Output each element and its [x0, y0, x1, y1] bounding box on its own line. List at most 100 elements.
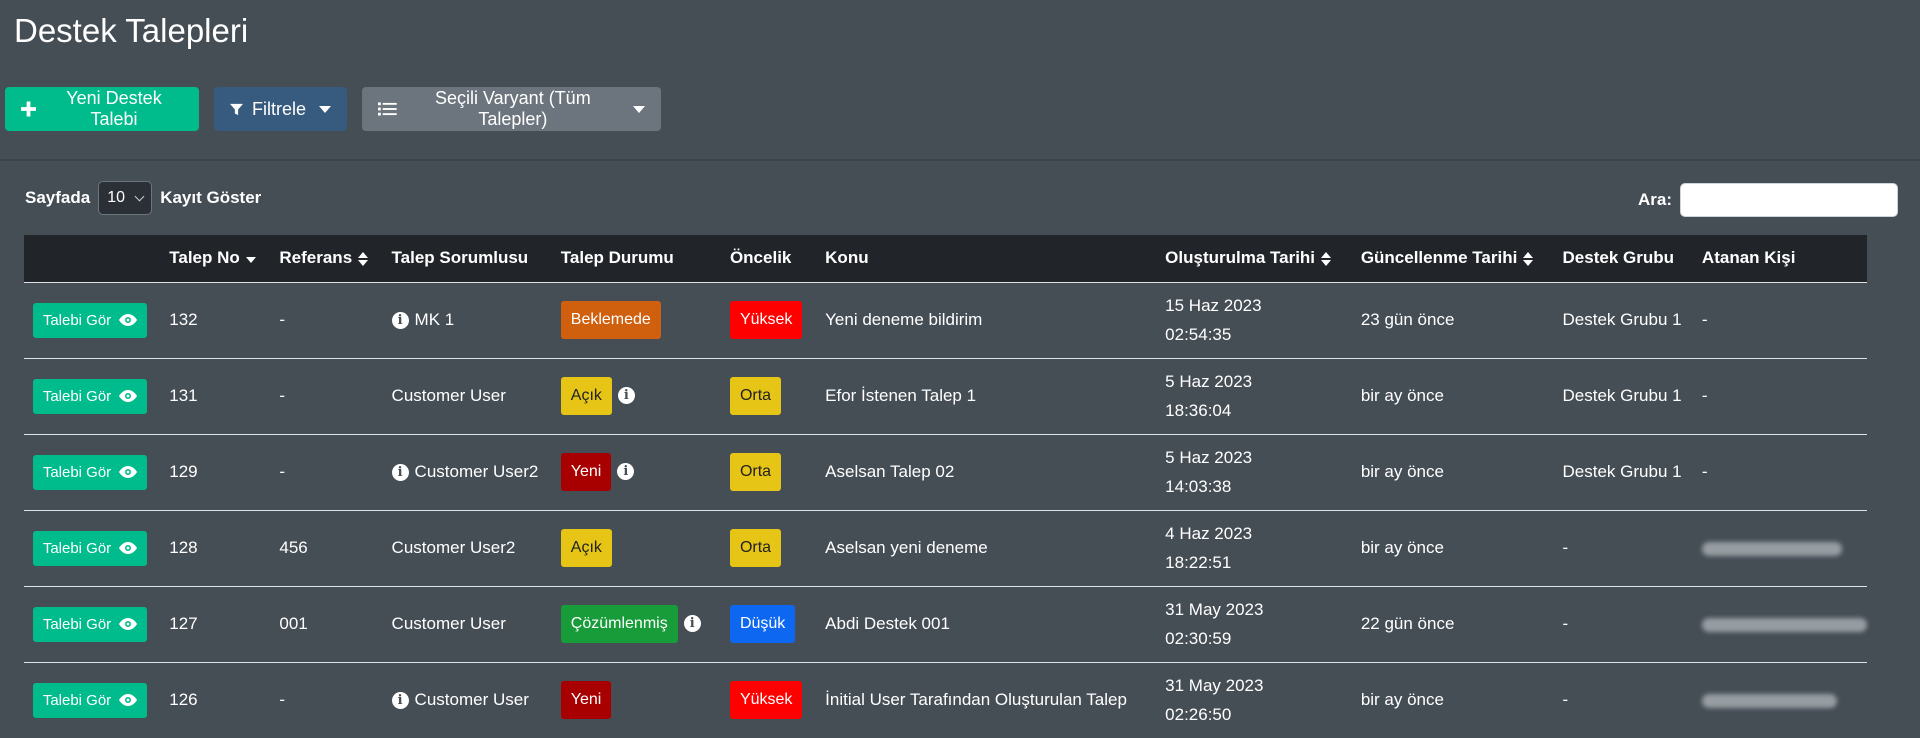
created-date: 5 Haz 2023	[1165, 372, 1253, 391]
subject: Aselsan yeni deneme	[825, 509, 1166, 586]
reference: -	[279, 357, 392, 434]
page-length-control: Sayfada 10 Kayıt Göster	[25, 181, 261, 215]
search-input[interactable]	[1680, 183, 1898, 217]
col-header-created[interactable]: Oluşturulma Tarihi	[1165, 235, 1361, 282]
info-icon[interactable]: i	[391, 464, 409, 482]
view-ticket-button[interactable]: Talebi Gör	[33, 378, 147, 414]
status-cell: Çözümlenmiş i	[560, 585, 730, 662]
status-cell: Yeni i	[560, 433, 730, 510]
priority-cell: Orta	[729, 433, 826, 510]
info-icon[interactable]: i	[617, 387, 635, 405]
assignee: -	[1701, 386, 1708, 405]
table-body: Talebi Gör 132- i MK 1 Beklemede Yüksek Yeni d…	[24, 281, 1867, 738]
table-row: Talebi Gör 128 456 Customer User2 Açık Orta As…	[24, 509, 1867, 586]
variant-label: Seçili Varyant (Tüm Talepler)	[434, 88, 591, 129]
view-ticket-button[interactable]: Talebi Gör	[33, 530, 147, 566]
owner-cell: Customer User2	[391, 509, 561, 586]
created-time: 14:03:38	[1165, 477, 1232, 496]
redacted-assignee	[1701, 541, 1842, 556]
created-date: 31 May 2023	[1165, 676, 1264, 695]
status-cell: Yeni	[560, 661, 730, 738]
reference: -	[279, 433, 392, 510]
assignee: -	[1701, 462, 1708, 481]
info-icon[interactable]: i	[683, 615, 701, 633]
support-group: -	[1562, 509, 1702, 586]
view-ticket-button[interactable]: Talebi Gör	[33, 606, 147, 642]
assignee-cell	[1701, 509, 1867, 586]
created-time: 02:54:35	[1165, 325, 1232, 344]
view-ticket-button[interactable]: Talebi Gör	[33, 454, 147, 490]
view-ticket-button[interactable]: Talebi Gör	[33, 682, 147, 718]
owner-cell: i Customer User	[391, 661, 561, 738]
assignee-cell: -	[1701, 357, 1867, 434]
owner: Customer User2	[391, 538, 516, 557]
support-group: -	[1562, 585, 1702, 662]
status-badge: Açık	[560, 377, 612, 415]
priority-badge: Düşük	[729, 605, 796, 643]
status-badge: Yeni	[560, 681, 612, 719]
reference: -	[279, 281, 392, 358]
ticket-no: 129	[169, 433, 280, 510]
actions-cell: Talebi Gör	[24, 433, 170, 510]
created-date: 15 Haz 2023	[1165, 296, 1262, 315]
eye-icon	[119, 618, 138, 630]
sort-desc-icon	[245, 252, 256, 266]
owner: Customer User	[391, 386, 506, 405]
created-date: 5 Haz 2023	[1165, 448, 1253, 467]
search-label: Ara:	[1637, 190, 1672, 209]
chevron-down-icon	[633, 105, 645, 113]
col-header-actions	[24, 235, 169, 282]
info-icon[interactable]: i	[391, 312, 409, 330]
col-header-ticket-no[interactable]: Talep No	[169, 235, 279, 282]
assignee-cell	[1701, 661, 1867, 738]
subject: Aselsan Talep 02	[825, 433, 1166, 510]
info-icon[interactable]: i	[391, 692, 409, 710]
chevron-down-icon	[319, 105, 331, 113]
new-ticket-button[interactable]: Yeni Destek Talebi	[5, 87, 199, 131]
assignee: -	[1701, 310, 1708, 329]
updated: 23 gün önce	[1360, 281, 1563, 358]
updated: bir ay önce	[1360, 509, 1563, 586]
assignee-cell: -	[1701, 281, 1867, 358]
status-cell: Beklemede	[560, 281, 730, 358]
updated: bir ay önce	[1360, 433, 1563, 510]
page-size-select[interactable]: 10	[98, 181, 153, 215]
updated: bir ay önce	[1360, 357, 1563, 434]
page-title: Destek Talepleri	[14, 12, 249, 49]
created-cell: 4 Haz 2023 18:22:51	[1165, 509, 1361, 586]
ticket-no: 128	[169, 509, 280, 586]
eye-icon	[119, 390, 138, 402]
priority-badge: Orta	[729, 453, 782, 491]
show-suffix: Kayıt Göster	[160, 188, 262, 207]
filter-label: Filtrele	[251, 98, 306, 119]
view-ticket-button[interactable]: Talebi Gör	[33, 302, 147, 338]
owner: MK 1	[414, 310, 455, 329]
support-group: Destek Grubu 1	[1562, 281, 1702, 358]
owner-cell: Customer User	[391, 357, 561, 434]
reference: 456	[279, 509, 392, 586]
priority-badge: Orta	[729, 377, 782, 415]
table-header-row: Talep No Referans Talep Sorumlusu Talep …	[24, 235, 1867, 282]
filter-button[interactable]: Filtrele	[214, 87, 347, 131]
col-header-reference[interactable]: Referans	[279, 235, 391, 282]
updated: bir ay önce	[1360, 661, 1563, 738]
sort-icon	[1523, 251, 1534, 266]
col-header-updated[interactable]: Güncellenme Tarihi	[1361, 235, 1563, 282]
tickets-panel: Sayfada 10 Kayıt Göster Ara: Talep No Re…	[0, 159, 1920, 738]
page-size-value: 10	[107, 189, 125, 206]
table-row: Talebi Gör 131- Customer User Açık i Orta Efor…	[24, 357, 1867, 434]
priority-badge: Orta	[729, 529, 782, 567]
priority-cell: Yüksek	[729, 661, 826, 738]
priority-cell: Orta	[729, 357, 826, 434]
subject: Abdi Destek 001	[825, 585, 1166, 662]
support-group: -	[1562, 661, 1702, 738]
created-time: 02:26:50	[1165, 705, 1232, 724]
filter-icon	[230, 103, 243, 115]
support-group: Destek Grubu 1	[1562, 433, 1702, 510]
variant-button[interactable]: Seçili Varyant (Tüm Talepler)	[362, 87, 661, 131]
ticket-no: 126	[169, 661, 280, 738]
info-icon[interactable]: i	[617, 463, 635, 481]
priority-badge: Yüksek	[729, 301, 803, 339]
redacted-assignee	[1701, 693, 1837, 708]
subject: İnitial User Tarafından Oluşturulan Tale…	[825, 661, 1166, 738]
